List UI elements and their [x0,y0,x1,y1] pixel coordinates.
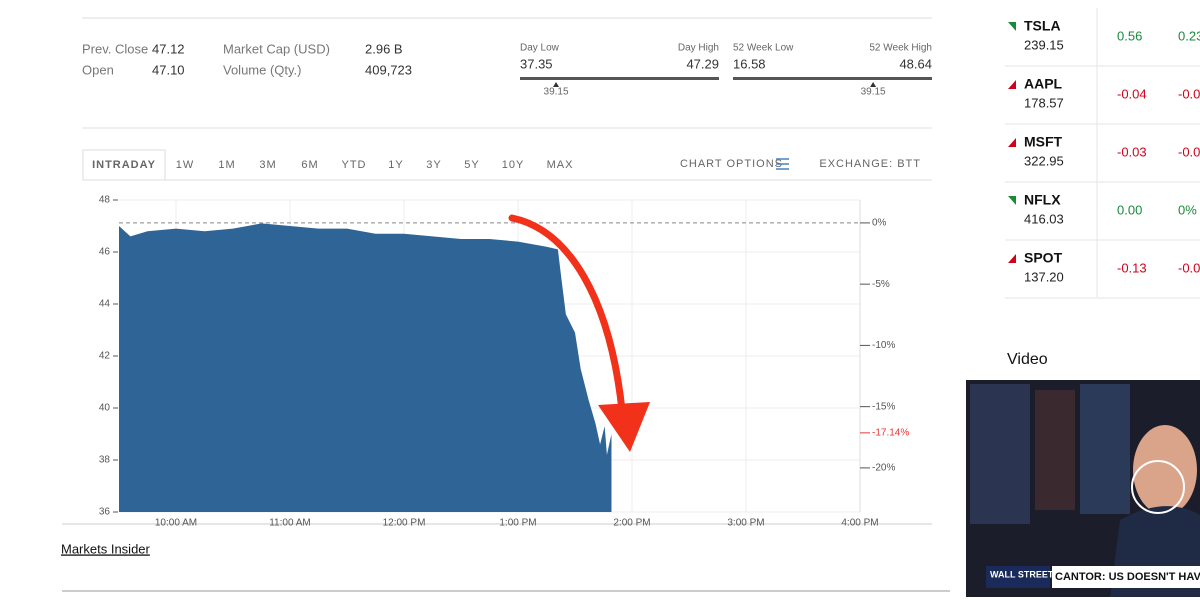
stat-label: Volume (Qty.) [223,62,302,77]
change: -0.03 [1117,144,1147,159]
x-tick-label: 4:00 PM [841,518,878,529]
x-tick-label: 11:00 AM [269,518,311,529]
symbol[interactable]: MSFT [1024,134,1063,150]
stat-value: 47.10 [152,62,185,77]
range-marker [553,82,560,87]
y2-tick-label: -15% [872,401,895,412]
range-high: 48.64 [899,56,932,71]
percent: -0.0 [1178,86,1200,101]
menu-icon[interactable] [776,158,789,170]
percent: -0.0 [1178,260,1200,275]
direction-icon [1008,138,1016,147]
y-tick-label: 36 [99,507,111,518]
y2-tick-label: -10% [872,340,895,351]
stat-label: Prev. Close [82,41,148,56]
range-marker-label: 39.15 [861,87,886,98]
price: 322.95 [1024,153,1064,168]
range-low: 16.58 [733,56,766,71]
range-bar [733,77,932,80]
range-low: 37.35 [520,56,553,71]
range-low-label: Day Low [520,43,560,54]
range-high-label: 52 Week High [869,43,932,54]
caption-link[interactable]: Markets Insider [61,541,151,556]
symbol[interactable]: NFLX [1024,192,1061,208]
price-area [119,223,612,512]
percent: 0% [1178,202,1197,217]
range-tab[interactable]: MAX [547,159,574,171]
range-tab[interactable]: 1M [218,159,235,171]
direction-icon [1008,254,1016,263]
active-tab[interactable] [82,149,166,181]
video-thumbnail[interactable]: WALL STREET CANTOR: US DOESN'T HAVE BO [966,380,1200,597]
range-tab[interactable]: 6M [301,159,318,171]
video-banner: CANTOR: US DOESN'T HAVE BO [1055,571,1200,583]
direction-icon [1008,22,1016,31]
range-tab[interactable]: 1Y [388,159,403,171]
price: 239.15 [1024,37,1064,52]
chart-options[interactable]: CHART OPTIONS [680,158,783,170]
range-tab[interactable]: 5Y [464,159,479,171]
y-tick-label: 40 [99,403,111,414]
range-tab[interactable]: INTRADAY [92,159,156,171]
change: 0.56 [1117,28,1142,43]
stat-label: Open [82,62,114,77]
red-arrow [508,214,650,452]
y-tick-label: 38 [99,455,111,466]
change: -0.13 [1117,260,1147,275]
range-marker [870,82,877,87]
range-tab[interactable]: 1W [176,159,195,171]
x-tick-label: 10:00 AM [155,518,197,529]
y2-tick-label: -20% [872,463,895,474]
change: -0.04 [1117,86,1147,101]
range-low-label: 52 Week Low [733,43,794,54]
range-marker-label: 39.15 [544,87,569,98]
x-tick-label: 1:00 PM [499,518,536,529]
show-name: WALL STREET [990,569,1054,579]
range-high: 47.29 [686,56,719,71]
direction-icon [1008,196,1016,205]
y2-tick-label: -5% [872,279,890,290]
stat-value: 409,723 [365,62,412,77]
symbol[interactable]: SPOT [1024,250,1063,266]
y-tick-label: 48 [99,195,111,206]
symbol[interactable]: AAPL [1024,76,1063,92]
stat-label: Market Cap (USD) [223,41,330,56]
range-tab[interactable]: 3Y [426,159,441,171]
y-tick-label: 46 [99,247,111,258]
x-tick-label: 3:00 PM [727,518,764,529]
range-bar [520,77,719,80]
range-tab[interactable]: 3M [259,159,276,171]
exchange: EXCHANGE: BTT [819,158,921,170]
y2-marker-label: -17.14% [872,428,909,439]
symbol[interactable]: TSLA [1024,18,1061,34]
direction-icon [1008,80,1016,89]
x-tick-label: 2:00 PM [613,518,650,529]
y-tick-label: 44 [99,299,111,310]
range-high-label: Day High [678,43,719,54]
chart: 36 38 40 42 44 46 48 10:00 AM 11:00 AM 12:00 PM 1:… [99,195,909,529]
video-heading: Video [1007,351,1048,368]
change: 0.00 [1117,202,1142,217]
price: 137.20 [1024,269,1064,284]
percent: 0.23 [1178,28,1200,43]
y2-tick-label: 0% [872,218,887,229]
percent: -0.0 [1178,144,1200,159]
range-tab[interactable]: YTD [342,159,367,171]
price: 178.57 [1024,95,1064,110]
range-tab[interactable]: 10Y [502,159,525,171]
x-tick-label: 12:00 PM [383,518,426,529]
price: 416.03 [1024,211,1064,226]
stat-value: 2.96 B [365,41,403,56]
y-tick-label: 42 [99,351,111,362]
stat-value: 47.12 [152,41,185,56]
